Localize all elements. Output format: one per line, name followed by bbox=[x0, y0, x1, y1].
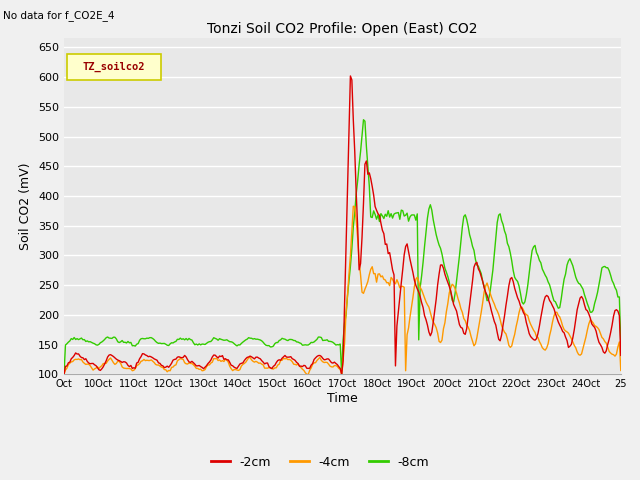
Legend: -2cm, -4cm, -8cm: -2cm, -4cm, -8cm bbox=[206, 451, 434, 474]
-4cm bbox=[346, 253, 354, 259]
FancyBboxPatch shape bbox=[67, 53, 161, 80]
Line: -2cm: -2cm bbox=[64, 76, 621, 374]
-2cm bbox=[458, 325, 466, 331]
-2cm bbox=[614, 308, 621, 314]
-4cm bbox=[79, 359, 87, 365]
X-axis label: Time: Time bbox=[327, 392, 358, 405]
-2cm bbox=[97, 368, 104, 373]
-8cm bbox=[97, 340, 104, 346]
-4cm bbox=[458, 310, 466, 315]
Y-axis label: Soil CO2 (mV): Soil CO2 (mV) bbox=[19, 163, 33, 250]
-8cm bbox=[458, 224, 466, 230]
-4cm bbox=[349, 204, 357, 209]
-4cm bbox=[541, 347, 549, 353]
-8cm bbox=[346, 264, 354, 269]
Line: -4cm: -4cm bbox=[64, 206, 621, 374]
-4cm bbox=[97, 364, 104, 370]
Line: -8cm: -8cm bbox=[64, 120, 621, 374]
-4cm bbox=[614, 344, 621, 350]
-8cm bbox=[360, 117, 367, 122]
Text: TZ_soilco2: TZ_soilco2 bbox=[83, 62, 145, 72]
-2cm bbox=[617, 352, 625, 358]
-4cm bbox=[60, 372, 68, 377]
-8cm bbox=[614, 294, 621, 300]
Title: Tonzi Soil CO2 Profile: Open (East) CO2: Tonzi Soil CO2 Profile: Open (East) CO2 bbox=[207, 22, 477, 36]
-8cm bbox=[79, 337, 87, 343]
Text: No data for f_CO2E_4: No data for f_CO2E_4 bbox=[3, 10, 115, 21]
-2cm bbox=[79, 355, 87, 360]
-8cm bbox=[541, 272, 549, 278]
-2cm bbox=[60, 372, 68, 377]
-2cm bbox=[541, 294, 549, 300]
-2cm bbox=[348, 77, 356, 83]
-2cm bbox=[346, 73, 354, 79]
-8cm bbox=[60, 372, 68, 377]
-4cm bbox=[617, 368, 625, 373]
-8cm bbox=[617, 341, 625, 347]
